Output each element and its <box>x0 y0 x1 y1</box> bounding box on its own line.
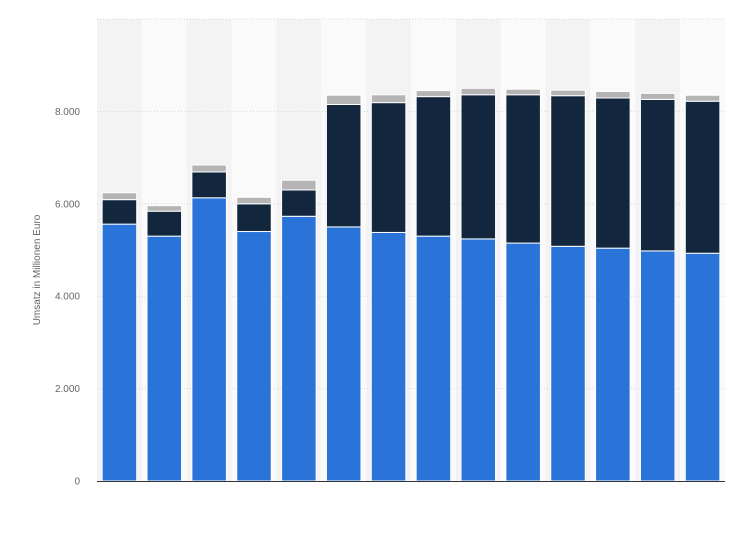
bar-segment-3[interactable] <box>236 196 272 205</box>
bar-segment-2[interactable] <box>191 171 227 199</box>
bar-segment-1[interactable] <box>639 250 676 482</box>
bar-segment-2[interactable] <box>325 103 362 228</box>
bar-segment-1[interactable] <box>595 247 631 482</box>
bar-segment-3[interactable] <box>415 90 452 98</box>
bar-segment-2[interactable] <box>595 97 631 249</box>
bar-segment-2[interactable] <box>639 98 676 252</box>
bar-segment-3[interactable] <box>505 88 541 96</box>
bar-segment-1[interactable] <box>550 245 586 482</box>
y-tick-label: 6.000 <box>55 199 80 210</box>
bars-group <box>101 87 721 482</box>
bar-segment-3[interactable] <box>550 89 586 97</box>
bar-segment-1[interactable] <box>236 231 272 482</box>
bar-segment-1[interactable] <box>684 252 721 482</box>
bar-segment-1[interactable] <box>415 235 452 482</box>
bar-segment-2[interactable] <box>550 95 586 247</box>
bar-segment-1[interactable] <box>460 238 497 482</box>
bar-segment-2[interactable] <box>415 96 452 237</box>
y-tick-label: 0 <box>74 477 80 488</box>
bar-segment-3[interactable] <box>191 164 227 173</box>
bar-segment-2[interactable] <box>236 203 272 233</box>
bar-segment-3[interactable] <box>639 92 676 100</box>
bar-segment-3[interactable] <box>325 94 362 105</box>
y-axis-title: Umsatz in Millionen Euro <box>32 214 43 325</box>
bar-segment-3[interactable] <box>595 91 631 99</box>
bar-segment-2[interactable] <box>370 102 407 233</box>
bar-segment-3[interactable] <box>281 179 317 191</box>
bar-segment-2[interactable] <box>281 189 317 217</box>
bar-segment-3[interactable] <box>101 192 138 201</box>
bar-segment-3[interactable] <box>370 94 407 104</box>
bar-segment-2[interactable] <box>684 100 721 254</box>
bar-segment-1[interactable] <box>146 235 183 482</box>
background-bands <box>97 19 725 481</box>
bar-segment-2[interactable] <box>101 199 138 225</box>
bar-segment-2[interactable] <box>505 94 541 244</box>
bar-segment-3[interactable] <box>146 205 183 212</box>
bar-segment-3[interactable] <box>684 94 721 102</box>
bar-segment-1[interactable] <box>191 197 227 482</box>
bar-segment-1[interactable] <box>370 231 407 482</box>
y-tick-labels: 0 2.000 4.000 6.000 8.000 <box>55 107 80 488</box>
bar-segment-2[interactable] <box>460 94 497 240</box>
bar-segment-1[interactable] <box>325 226 362 482</box>
y-tick-label: 8.000 <box>55 107 80 118</box>
bar-segment-1[interactable] <box>505 242 541 482</box>
bar-segment-1[interactable] <box>101 223 138 482</box>
bar-segment-1[interactable] <box>281 215 317 482</box>
bar-segment-3[interactable] <box>460 87 497 96</box>
y-tick-label: 2.000 <box>55 384 80 395</box>
bar-segment-2[interactable] <box>146 210 183 237</box>
y-tick-label: 4.000 <box>55 292 80 303</box>
